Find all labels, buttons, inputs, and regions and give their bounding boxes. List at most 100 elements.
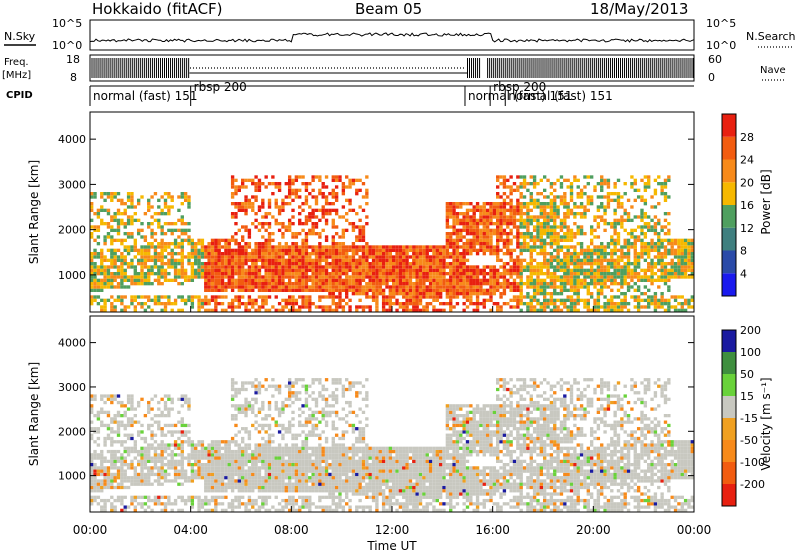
power-cell bbox=[298, 285, 302, 289]
power-cell bbox=[298, 255, 302, 259]
power-cell bbox=[287, 275, 292, 279]
power-cell bbox=[190, 262, 195, 266]
velocity-cell bbox=[113, 485, 117, 490]
power-cell bbox=[294, 258, 299, 262]
power-cell bbox=[388, 252, 392, 256]
power-cell bbox=[197, 255, 201, 259]
velocity-cell bbox=[113, 508, 117, 512]
power-cell bbox=[690, 262, 694, 266]
power-cell bbox=[277, 252, 282, 256]
power-cell bbox=[640, 255, 644, 259]
velocity-cell bbox=[106, 459, 111, 463]
power-cell bbox=[418, 308, 423, 312]
power-cell bbox=[482, 305, 486, 309]
velocity-cell bbox=[133, 414, 137, 418]
power-cell bbox=[304, 268, 309, 272]
power-cell bbox=[368, 262, 372, 266]
power-cell bbox=[479, 245, 483, 249]
power-cell bbox=[180, 232, 184, 236]
power-cell bbox=[559, 238, 564, 242]
power-cell bbox=[442, 262, 446, 266]
power-cell bbox=[324, 218, 329, 222]
velocity-cell bbox=[207, 472, 211, 477]
power-cell bbox=[546, 285, 550, 289]
velocity-cell bbox=[103, 400, 107, 405]
power-cell bbox=[469, 278, 473, 282]
power-cell bbox=[673, 242, 678, 246]
power-cell bbox=[519, 222, 523, 226]
power-cell bbox=[274, 248, 278, 252]
power-cell bbox=[267, 272, 272, 276]
power-cell bbox=[566, 228, 570, 232]
velocity-cell bbox=[160, 482, 164, 486]
power-cell bbox=[365, 188, 369, 192]
power-cell bbox=[670, 262, 674, 266]
power-cell bbox=[482, 202, 486, 206]
power-cell bbox=[116, 265, 121, 269]
power-cell bbox=[492, 232, 497, 236]
power-cell bbox=[170, 195, 174, 199]
power-cell bbox=[506, 252, 510, 256]
power-cell bbox=[549, 182, 554, 186]
velocity-cell bbox=[214, 498, 218, 503]
power-cell bbox=[210, 282, 215, 286]
power-cell bbox=[596, 265, 601, 269]
power-cell bbox=[311, 225, 315, 229]
power-cell bbox=[298, 272, 302, 276]
velocity-cell bbox=[194, 476, 198, 480]
power-cell bbox=[368, 288, 372, 292]
power-cell bbox=[425, 275, 429, 279]
power-cell bbox=[596, 302, 601, 306]
power-cell bbox=[110, 285, 114, 289]
power-cell bbox=[338, 305, 342, 309]
power-cell bbox=[388, 268, 392, 272]
velocity-cell bbox=[177, 420, 181, 424]
power-cell bbox=[499, 308, 503, 312]
power-cell bbox=[358, 305, 362, 309]
power-cell bbox=[485, 242, 490, 246]
power-cell bbox=[442, 288, 446, 292]
y-tick-label: 4000 bbox=[58, 133, 86, 146]
power-cell bbox=[130, 218, 134, 222]
power-cell bbox=[579, 242, 584, 246]
power-cell bbox=[543, 255, 547, 259]
power-cell bbox=[345, 175, 349, 179]
power-cell bbox=[660, 192, 664, 196]
velocity-cell bbox=[180, 430, 184, 434]
velocity-cell bbox=[120, 404, 124, 408]
velocity-cell bbox=[160, 446, 164, 450]
power-cell bbox=[616, 275, 621, 279]
power-cell bbox=[103, 235, 107, 239]
power-cell bbox=[123, 255, 127, 259]
power-cell bbox=[130, 262, 134, 266]
power-cell bbox=[650, 282, 654, 286]
power-cell bbox=[690, 242, 694, 246]
power-cell bbox=[469, 232, 473, 236]
power-cell bbox=[576, 292, 580, 296]
power-cell bbox=[657, 235, 661, 239]
power-cell bbox=[449, 252, 453, 256]
power-cell bbox=[388, 285, 392, 289]
power-cell bbox=[573, 232, 577, 236]
power-cell bbox=[345, 292, 349, 296]
power-cell bbox=[512, 222, 517, 226]
power-cell bbox=[465, 295, 470, 299]
power-cell bbox=[556, 232, 560, 236]
velocity-cell bbox=[217, 479, 221, 483]
power-cell bbox=[261, 282, 265, 286]
power-cell bbox=[536, 302, 540, 306]
power-cell bbox=[294, 175, 299, 179]
velocity-cell bbox=[180, 472, 184, 477]
power-cell bbox=[328, 248, 332, 252]
power-cell bbox=[96, 225, 101, 229]
power-cell bbox=[445, 288, 450, 292]
power-cell bbox=[180, 282, 184, 286]
power-cell bbox=[462, 262, 466, 266]
power-cell bbox=[499, 258, 503, 262]
power-cell bbox=[365, 192, 369, 196]
power-cell bbox=[428, 282, 433, 286]
power-cell bbox=[522, 238, 527, 242]
power-cell bbox=[200, 268, 205, 272]
velocity-cell bbox=[150, 417, 154, 421]
power-cell bbox=[170, 198, 174, 202]
